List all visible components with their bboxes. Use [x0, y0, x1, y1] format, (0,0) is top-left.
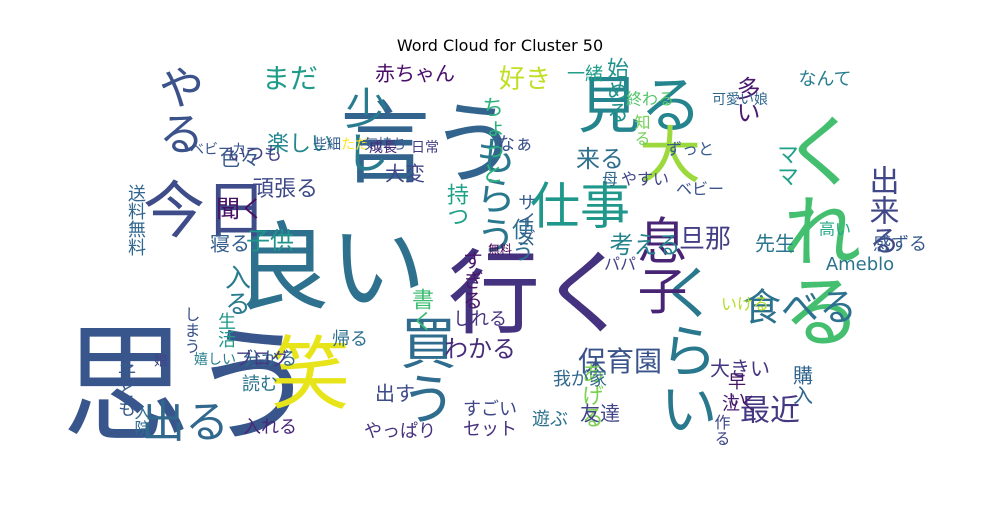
cloud-word: すごい [463, 399, 517, 420]
cloud-word: 生活 [215, 312, 236, 348]
cloud-word: くれる [769, 110, 862, 350]
cloud-word: やっぱり [364, 421, 436, 442]
cloud-word: ベビー [676, 180, 724, 199]
cloud-word: まだ [262, 62, 318, 95]
chart-title: Word Cloud for Cluster 50 [396, 36, 604, 55]
cloud-word: 最近 [740, 394, 800, 429]
cloud-word: 些細 [313, 137, 341, 153]
cloud-word: なぁ [497, 134, 533, 155]
cloud-word: ママ [773, 143, 798, 187]
cloud-word: 寝る [210, 232, 250, 256]
cloud-word: 知る [632, 114, 651, 146]
cloud-word: 書く [408, 288, 433, 332]
cloud-word: 気持ち [364, 137, 406, 153]
cloud-word: 入る [221, 264, 251, 316]
cloud-word: なんて [798, 69, 851, 90]
cloud-word: もらう [469, 135, 515, 255]
cloud-word: 娘 [152, 353, 168, 367]
cloud-word: 楽しい [267, 132, 333, 157]
cloud-word: いつも [228, 144, 282, 165]
cloud-word: 買う [391, 314, 456, 426]
cloud-word: 色々 [220, 147, 260, 171]
cloud-word: 送料無料 [125, 184, 146, 256]
cloud-word: 分かる [243, 349, 297, 370]
cloud-word: 保育園 [578, 345, 662, 378]
cloud-word: くらい [650, 263, 718, 437]
cloud-word: 無料 [488, 242, 512, 257]
cloud-word: 言う [340, 92, 520, 197]
cloud-word: 終わる [626, 90, 674, 109]
cloud-word: Ameblo [826, 254, 894, 275]
cloud-word: 仕事 [530, 178, 630, 236]
cloud-word: 食べる [743, 286, 857, 330]
cloud-word: 読む [242, 374, 278, 395]
cloud-word: 帰る [332, 329, 368, 350]
cloud-word: 子ども [115, 363, 136, 417]
cloud-word: 日常 [411, 140, 439, 156]
cloud-word: 早い [725, 372, 746, 408]
cloud-word: 大変 [385, 162, 425, 186]
cloud-word: 旦那 [679, 225, 731, 255]
cloud-word: 大きい [710, 357, 770, 381]
cloud-word: 見る [578, 69, 702, 142]
cloud-word: 母 [602, 170, 618, 189]
cloud-word: 泣く [722, 394, 758, 415]
cloud-word: やる [152, 64, 206, 156]
cloud-word: 赤ちゃん [375, 62, 455, 86]
cloud-word: 息子 [630, 215, 688, 315]
cloud-word: 使う [508, 218, 534, 262]
cloud-word: わかる [444, 335, 516, 363]
cloud-word: 出る [141, 397, 229, 448]
cloud-word: やすい [621, 170, 669, 189]
cloud-word: 可愛い娘 [712, 92, 768, 108]
cloud-word: あげる [578, 362, 603, 428]
cloud-word: 大 [639, 119, 701, 192]
cloud-word: パパ [604, 255, 636, 274]
cloud-word: 作る [712, 414, 731, 446]
cloud-word: 少し [337, 86, 388, 174]
cloud-word: 来る [576, 145, 624, 173]
cloud-word: 良い [234, 212, 426, 324]
cloud-word: 遊ぶ [532, 409, 568, 430]
cloud-word: 好き [499, 65, 551, 95]
cloud-word: 入れる [243, 417, 297, 438]
cloud-word: ただ [341, 137, 369, 153]
cloud-word: 頑張る [252, 177, 318, 202]
cloud-word: 我が家 [553, 369, 607, 390]
cloud-word: 先生 [755, 232, 795, 256]
cloud-word: 聞く [216, 195, 264, 223]
cloud-word: 感ずる [873, 234, 927, 255]
cloud-word: 入院 [132, 404, 151, 437]
cloud-word: 笑 [270, 328, 350, 421]
cloud-word: 今日 [143, 174, 267, 247]
cloud-word: ずっと [666, 140, 714, 159]
cloud-word: 出来る [864, 165, 899, 255]
cloud-word: 持つ [443, 183, 469, 227]
cloud-word: セット [463, 419, 517, 440]
cloud-word: サイズ [515, 193, 536, 247]
cloud-word: 高い [819, 220, 851, 239]
cloud-word: すぎる [460, 250, 484, 310]
cloud-word: 一緒 [567, 64, 603, 85]
cloud-word: 始める [603, 57, 629, 123]
cloud-word: しまう [182, 306, 201, 354]
cloud-word: 考える [609, 231, 680, 259]
cloud-word: ベビーカー [190, 142, 260, 158]
cloud-word: 多い [732, 76, 760, 124]
cloud-word: しれる [453, 309, 507, 330]
cloud-word: 行く [448, 240, 632, 347]
cloud-word: いける [721, 295, 769, 314]
cloud-word: 子供 [246, 227, 294, 255]
cloud-word: 成長 [369, 140, 397, 156]
cloud-word: 嬉しい [194, 352, 236, 368]
cloud-word: ちょっと [478, 96, 503, 184]
cloud-word: 友達 [580, 402, 620, 426]
cloud-word: 購入 [790, 365, 814, 405]
cloud-word: 思う [62, 312, 318, 461]
cloud-word: ブログ [235, 348, 289, 370]
cloud-word: 出す [375, 382, 415, 406]
